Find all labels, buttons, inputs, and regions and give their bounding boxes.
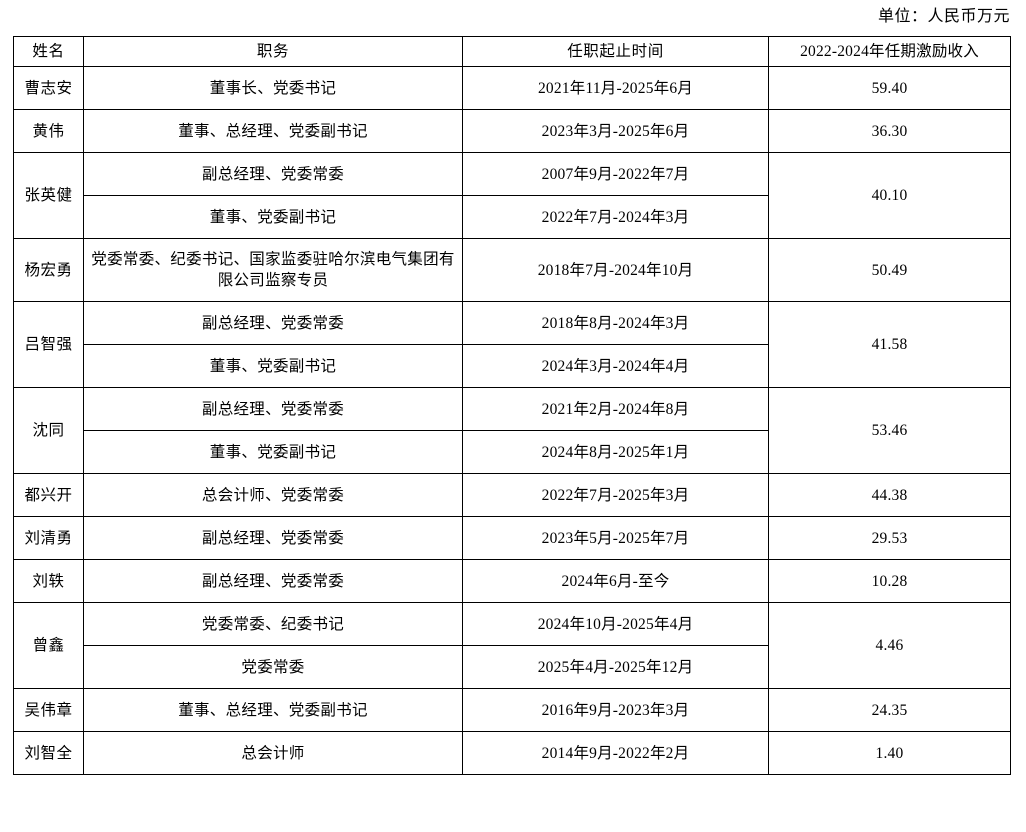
cell-name: 吕智强 (13, 301, 84, 388)
column-header-period: 任职起止时间 (462, 36, 769, 67)
cell-name: 刘清勇 (13, 516, 84, 560)
table-row: 董事、党委副书记 2024年3月-2024年4月 (14, 344, 1011, 388)
cell-period: 2024年6月-至今 (462, 559, 769, 603)
cell-period: 2022年7月-2025年3月 (462, 473, 769, 517)
table-container: 姓名 职务 任职起止时间 2022-2024年任期激励收入 曹志安 董事长、党委书… (13, 36, 1011, 775)
cell-name: 吴伟章 (13, 688, 84, 732)
cell-period: 2021年11月-2025年6月 (462, 66, 769, 110)
table-row: 沈同 副总经理、党委常委 2021年2月-2024年8月 53.46 (13, 387, 1011, 474)
cell-name: 都兴开 (13, 473, 84, 517)
cell-post: 副总经理、党委常委 (83, 559, 463, 603)
cell-post: 副总经理、党委常委 (83, 152, 463, 196)
table-row: 董事、党委副书记 2022年7月-2024年3月 (14, 195, 1011, 239)
table-row: 刘清勇 副总经理、党委常委 2023年5月-2025年7月 29.53 (13, 516, 1011, 560)
cell-post: 副总经理、党委常委 (83, 516, 463, 560)
table-row: 吕智强 副总经理、党委常委 2018年8月-2024年3月 41.58 (13, 301, 1011, 388)
cell-period: 2007年9月-2022年7月 (462, 152, 769, 196)
table-row: 张英健 副总经理、党委常委 2007年9月-2022年7月 40.10 (13, 152, 1011, 239)
cell-period: 2025年4月-2025年12月 (462, 645, 769, 689)
cell-period: 2018年8月-2024年3月 (462, 301, 769, 345)
table-row: 曾鑫 党委常委、纪委书记 2024年10月-2025年4月 4.46 (13, 602, 1011, 689)
cell-post: 董事、总经理、党委副书记 (83, 688, 463, 732)
unit-note: 单位：人民币万元 (877, 8, 1010, 25)
table-row: 曹志安 董事长、党委书记 2021年11月-2025年6月 59.40 (13, 66, 1011, 110)
column-header-name: 姓名 (13, 36, 84, 67)
cell-period: 2024年10月-2025年4月 (462, 602, 769, 646)
table-row: 刘轶 副总经理、党委常委 2024年6月-至今 10.28 (13, 559, 1011, 603)
cell-post: 副总经理、党委常委 (83, 301, 463, 345)
cell-period: 2014年9月-2022年2月 (462, 731, 769, 775)
cell-name: 张英健 (13, 152, 84, 239)
cell-period: 2021年2月-2024年8月 (462, 387, 769, 431)
cell-period: 2018年7月-2024年10月 (462, 238, 769, 302)
cell-period: 2024年8月-2025年1月 (462, 430, 769, 474)
cell-amount: 1.40 (768, 731, 1011, 775)
cell-period: 2022年7月-2024年3月 (462, 195, 769, 239)
cell-amount: 24.35 (768, 688, 1011, 732)
incentive-income-table: 姓名 职务 任职起止时间 2022-2024年任期激励收入 曹志安 董事长、党委书… (13, 36, 1011, 775)
cell-post: 董事长、党委书记 (83, 66, 463, 110)
cell-amount: 50.49 (768, 238, 1011, 302)
cell-amount: 53.46 (768, 387, 1011, 474)
cell-name: 黄伟 (13, 109, 84, 153)
cell-post: 党委常委、纪委书记、国家监委驻哈尔滨电气集团有限公司监察专员 (83, 238, 463, 302)
table-row: 董事、党委副书记 2024年8月-2025年1月 (14, 430, 1011, 474)
cell-amount: 44.38 (768, 473, 1011, 517)
table-row: 党委常委 2025年4月-2025年12月 (14, 645, 1011, 689)
header-row: 姓名 职务 任职起止时间 2022-2024年任期激励收入 (13, 36, 1011, 67)
column-header-post: 职务 (83, 36, 463, 67)
table-row: 刘智全 总会计师 2014年9月-2022年2月 1.40 (13, 731, 1011, 775)
cell-name: 曾鑫 (13, 602, 84, 689)
cell-amount: 40.10 (768, 152, 1011, 239)
column-header-amount: 2022-2024年任期激励收入 (768, 36, 1011, 67)
cell-post: 董事、党委副书记 (83, 430, 463, 474)
cell-post: 董事、党委副书记 (83, 344, 463, 388)
cell-name: 刘轶 (13, 559, 84, 603)
table-body: 曹志安 董事长、党委书记 2021年11月-2025年6月 59.40 黄伟 董事、总经理… (13, 66, 1011, 775)
cell-post: 总会计师 (83, 731, 463, 775)
cell-post: 总会计师、党委常委 (83, 473, 463, 517)
cell-post: 党委常委、纪委书记 (83, 602, 463, 646)
cell-name: 刘智全 (13, 731, 84, 775)
table-row: 黄伟 董事、总经理、党委副书记 2023年3月-2025年6月 36.30 (13, 109, 1011, 153)
cell-period: 2016年9月-2023年3月 (462, 688, 769, 732)
table-row: 都兴开 总会计师、党委常委 2022年7月-2025年3月 44.38 (13, 473, 1011, 517)
cell-amount: 4.46 (768, 602, 1011, 689)
cell-amount: 36.30 (768, 109, 1011, 153)
cell-amount: 29.53 (768, 516, 1011, 560)
cell-amount: 59.40 (768, 66, 1011, 110)
cell-post: 董事、党委副书记 (83, 195, 463, 239)
cell-period: 2023年3月-2025年6月 (462, 109, 769, 153)
table-header: 姓名 职务 任职起止时间 2022-2024年任期激励收入 (13, 36, 1011, 67)
cell-period: 2024年3月-2024年4月 (462, 344, 769, 388)
cell-post: 党委常委 (83, 645, 463, 689)
cell-post: 副总经理、党委常委 (83, 387, 463, 431)
cell-name: 沈同 (13, 387, 84, 474)
table-row: 杨宏勇 党委常委、纪委书记、国家监委驻哈尔滨电气集团有限公司监察专员 2018年7月… (13, 238, 1011, 302)
cell-name: 曹志安 (13, 66, 84, 110)
cell-name: 杨宏勇 (13, 238, 84, 302)
table-row: 吴伟章 董事、总经理、党委副书记 2016年9月-2023年3月 24.35 (13, 688, 1011, 732)
cell-amount: 10.28 (768, 559, 1011, 603)
cell-post: 董事、总经理、党委副书记 (83, 109, 463, 153)
cell-period: 2023年5月-2025年7月 (462, 516, 769, 560)
cell-amount: 41.58 (768, 301, 1011, 388)
